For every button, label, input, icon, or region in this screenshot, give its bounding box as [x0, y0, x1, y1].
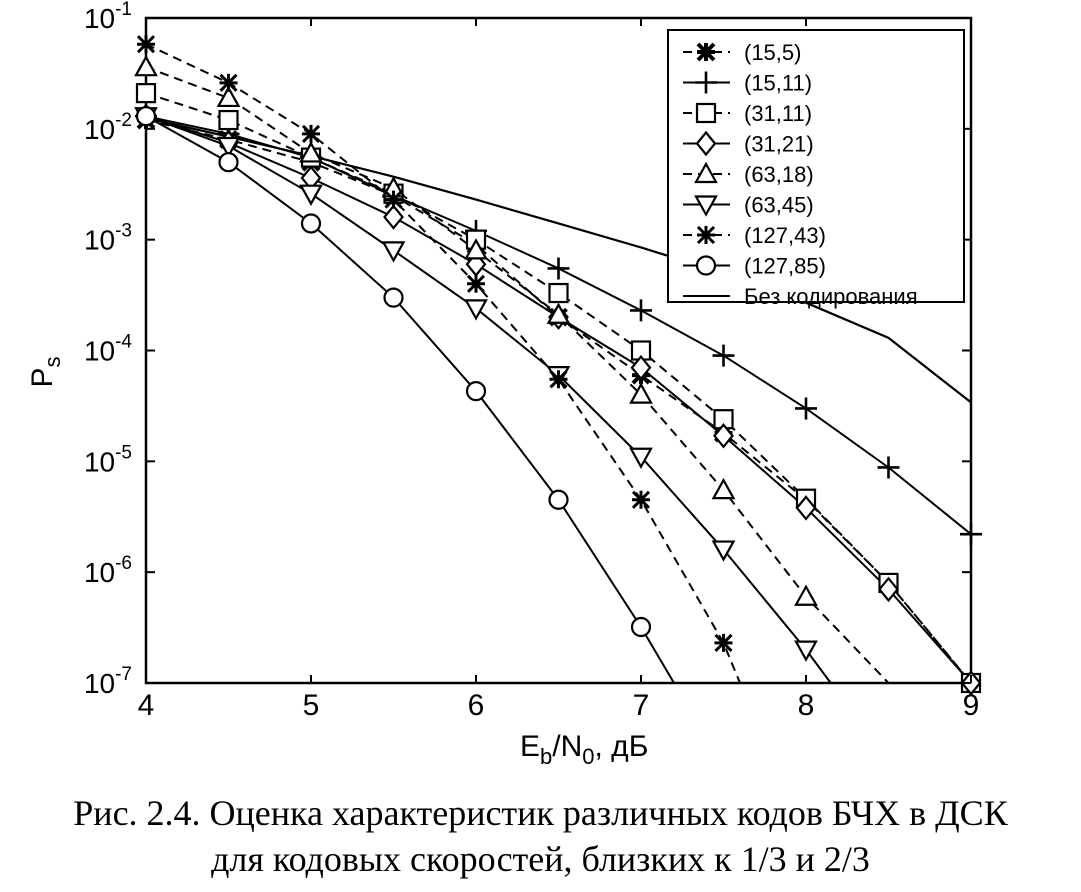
legend-box — [667, 29, 965, 303]
data-point-4 — [134, 54, 158, 77]
legend-label: (15,5) — [744, 40, 801, 65]
x-tick-label: 7 — [633, 689, 650, 722]
data-point-6 — [384, 190, 403, 209]
data-point-1 — [877, 456, 900, 479]
x-tick-label: 4 — [138, 689, 155, 722]
legend-label: Без кодирования — [744, 284, 918, 309]
data-point-7 — [548, 489, 569, 510]
legend-label: (63,18) — [744, 162, 814, 187]
legend-marker — [695, 255, 717, 276]
data-point-3 — [795, 495, 817, 521]
legend-label: (31,21) — [744, 132, 814, 157]
y-tick-label: 10-7 — [84, 664, 132, 699]
x-tick-label: 6 — [468, 689, 485, 722]
legend-marker-core — [701, 47, 711, 57]
data-point-6 — [631, 490, 651, 509]
x-tick-label: 5 — [303, 689, 320, 722]
y-tick-label: 10-4 — [84, 332, 132, 367]
legend-label: (31,11) — [744, 101, 812, 126]
data-point-4 — [299, 141, 323, 163]
data-point-6 — [219, 73, 238, 92]
data-point-6 — [714, 633, 733, 652]
data-point-7 — [630, 616, 652, 638]
x-axis-ticks: 4 5 6 7 8 9 — [138, 18, 980, 722]
data-point-5 — [381, 241, 406, 263]
y-tick-label: 10-1 — [84, 0, 132, 34]
data-point-7 — [465, 381, 487, 402]
y-tick-label: 10-3 — [84, 221, 132, 256]
data-point-4 — [546, 302, 571, 324]
legend-marker — [695, 130, 717, 157]
y-tick-label: 10-6 — [84, 553, 132, 588]
series-line-8 — [145, 117, 972, 404]
data-point-4 — [629, 382, 653, 404]
legend: (15,5) (15,11) (31,11) (31,21) (63,18) (63,45… — [667, 29, 965, 309]
legend-items: (15,5) (15,11) (31,11) (31,21) (63,18) (63,45… — [683, 40, 918, 309]
data-point-4 — [711, 477, 736, 500]
series-line-4 — [145, 66, 890, 684]
figure-caption: Рис. 2.4. Оценка характеристик различных… — [0, 790, 1081, 882]
legend-marker — [694, 161, 718, 184]
data-point-4 — [464, 238, 488, 260]
data-point-3 — [630, 354, 652, 381]
data-point-1 — [712, 344, 735, 367]
data-point-7 — [218, 152, 239, 173]
legend-label: (15,11) — [744, 71, 812, 96]
x-tick-label: 8 — [798, 689, 815, 722]
legend-label: (127,85) — [744, 254, 826, 279]
data-point-6 — [549, 370, 568, 389]
data-point-5 — [216, 136, 241, 159]
legend-label: (127,43) — [744, 223, 826, 248]
data-point-2 — [135, 83, 157, 104]
data-point-5 — [299, 184, 323, 206]
data-point-7 — [383, 287, 404, 308]
data-point-3 — [383, 204, 404, 230]
data-point-5 — [711, 540, 736, 562]
data-point-2 — [218, 109, 239, 131]
series-markers — [134, 35, 982, 696]
caption-line-2: для кодовых скоростей, близких к 1/3 и 2… — [211, 839, 870, 879]
data-point-5 — [629, 447, 653, 470]
data-point-1 — [547, 257, 570, 280]
x-axis-label: Eb/N0, дБ — [520, 730, 648, 769]
caption-line-1: Рис. 2.4. Оценка характеристик различных… — [73, 793, 1008, 833]
data-point-7 — [135, 106, 157, 127]
legend-marker — [695, 102, 717, 124]
data-point-4 — [794, 584, 818, 606]
data-point-1 — [630, 299, 652, 322]
x-tick-label: 9 — [963, 689, 980, 722]
data-point-1 — [960, 523, 982, 546]
legend-marker — [695, 71, 717, 94]
series-line-7 — [145, 115, 675, 684]
data-point-3 — [713, 423, 734, 449]
data-point-7 — [300, 213, 322, 234]
data-point-6 — [301, 124, 321, 143]
y-axis-ticks: 10-1 10-2 10-3 10-4 10-5 10-6 10-7 — [84, 0, 971, 699]
y-tick-label: 10-5 — [84, 442, 132, 477]
data-point-5 — [794, 640, 818, 662]
data-point-4 — [216, 85, 241, 108]
data-point-3 — [878, 576, 899, 603]
legend-label: (63,45) — [744, 193, 814, 218]
data-point-2 — [548, 282, 569, 304]
legend-marker — [694, 195, 718, 217]
data-point-6 — [136, 35, 156, 54]
series-line-5 — [145, 115, 832, 684]
data-point-6 — [466, 274, 486, 293]
y-tick-label: 10-2 — [84, 110, 132, 145]
legend-marker — [696, 225, 716, 245]
data-point-1 — [795, 397, 817, 420]
y-axis-label: Ps — [26, 356, 65, 387]
data-point-5 — [464, 299, 488, 321]
